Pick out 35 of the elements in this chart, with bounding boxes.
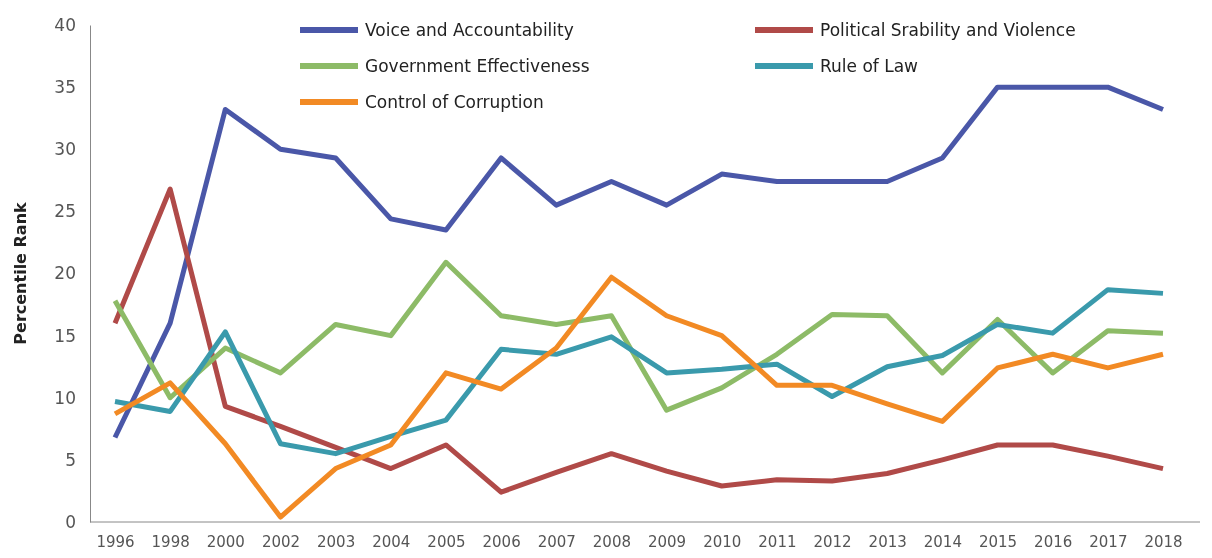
legend-label: Voice and Accountability	[365, 20, 574, 40]
x-tick-label: 2003	[317, 532, 356, 551]
y-tick-label: 0	[65, 511, 76, 532]
x-tick-label: 2014	[923, 532, 962, 551]
x-tick-label: 1996	[96, 532, 135, 551]
legend-label: Rule of Law	[820, 56, 919, 76]
y-tick-label: 40	[54, 14, 76, 35]
legend-label: Government Effectiveness	[365, 56, 590, 76]
y-tick-label: 25	[54, 201, 76, 222]
x-tick-label: 2005	[427, 532, 466, 551]
x-tick-label: 1998	[151, 532, 190, 551]
x-tick-label: 2013	[868, 532, 907, 551]
x-tick-label: 2004	[372, 532, 411, 551]
y-tick-label: 30	[54, 139, 76, 160]
y-axis-title: Percentile Rank	[11, 201, 30, 345]
x-tick-label: 2011	[758, 532, 797, 551]
y-tick-label: 20	[54, 263, 76, 284]
x-tick-label: 2017	[1089, 532, 1128, 551]
x-tick-label: 2002	[261, 532, 301, 551]
x-tick-label: 2008	[592, 532, 632, 551]
y-tick-label: 35	[54, 77, 76, 98]
x-tick-label: 2000	[206, 532, 245, 551]
y-tick-label: 15	[54, 325, 76, 346]
x-tick-label: 2009	[647, 532, 687, 551]
legend-label: Political Srability and Violence	[820, 20, 1076, 40]
x-tick-label: 2015	[978, 532, 1018, 551]
x-tick-label: 2018	[1144, 532, 1183, 551]
legend-label: Control of Corruption	[365, 92, 544, 112]
x-tick-label: 2006	[482, 532, 521, 551]
x-tick-label: 2012	[813, 532, 852, 551]
y-tick-label: 5	[65, 449, 76, 470]
x-tick-label: 2010	[703, 532, 742, 551]
x-tick-label: 2007	[537, 532, 576, 551]
x-tick-label: 2016	[1034, 532, 1073, 551]
y-tick-label: 10	[54, 387, 76, 408]
